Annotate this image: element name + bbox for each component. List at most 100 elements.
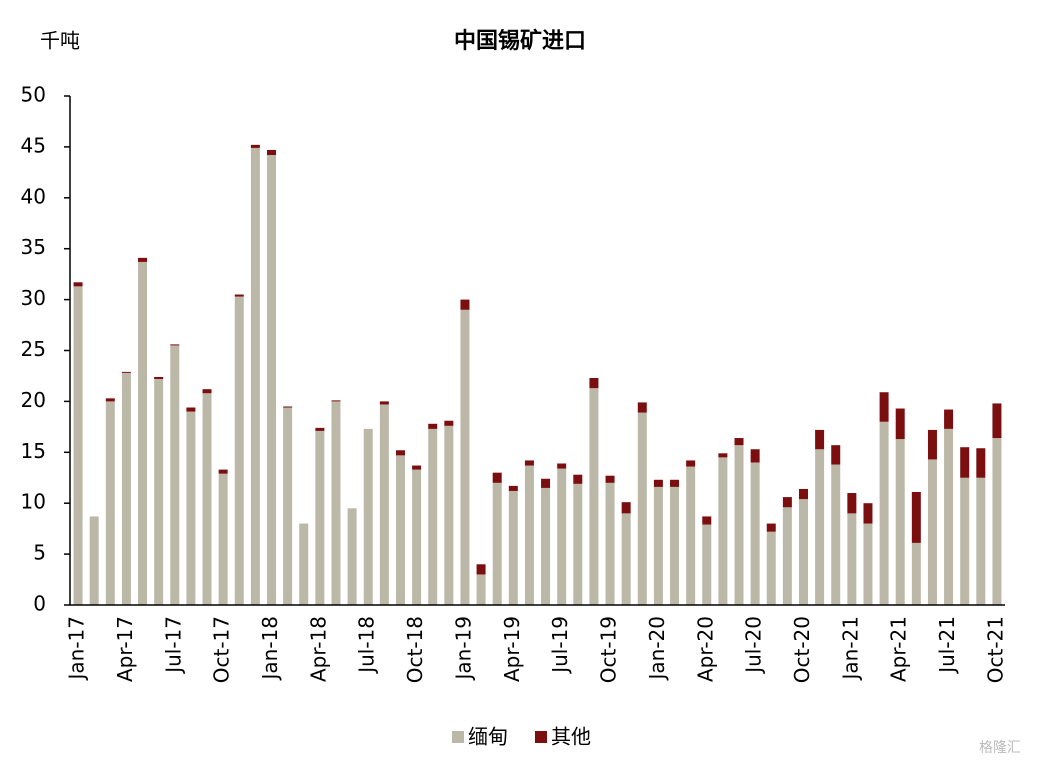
y-tick-label: 30 bbox=[21, 286, 46, 310]
bar-segment bbox=[202, 389, 212, 394]
x-tick-label: Jul-19 bbox=[548, 616, 572, 675]
bar-segment bbox=[702, 516, 712, 525]
bar-segment bbox=[170, 345, 180, 605]
x-tick-label: Jul-20 bbox=[742, 616, 766, 675]
bar-segment bbox=[557, 468, 567, 605]
bar-segment bbox=[250, 144, 260, 148]
bar-segment bbox=[476, 574, 486, 605]
bar-segment bbox=[782, 497, 792, 508]
bar-segment bbox=[121, 372, 131, 605]
bar-segment bbox=[573, 474, 583, 484]
bar-segment bbox=[492, 472, 502, 483]
bar-segment bbox=[976, 477, 986, 605]
y-tick-label: 0 bbox=[33, 592, 46, 616]
bar-segment bbox=[718, 457, 728, 605]
y-tick-label: 20 bbox=[21, 388, 46, 412]
bar-segment bbox=[186, 411, 196, 605]
bar-segment bbox=[283, 406, 293, 408]
bar-segment bbox=[524, 465, 534, 605]
bar-segment bbox=[863, 503, 873, 524]
bar-segment bbox=[895, 439, 905, 605]
bar-segment bbox=[621, 513, 631, 605]
bar-segment bbox=[847, 513, 857, 605]
bar-segment bbox=[395, 455, 405, 605]
y-tick-label: 15 bbox=[21, 439, 46, 463]
y-tick-label: 25 bbox=[21, 337, 46, 361]
bar-segment bbox=[927, 459, 937, 605]
bar-segment bbox=[331, 401, 341, 605]
y-axis-label: 千吨 bbox=[40, 29, 80, 53]
bar-segment bbox=[89, 516, 99, 605]
bar-segment bbox=[670, 486, 680, 605]
bar-segment bbox=[379, 401, 389, 405]
bar-segment bbox=[976, 448, 986, 478]
bar-segment bbox=[831, 445, 841, 465]
y-tick-label: 45 bbox=[21, 133, 46, 157]
bar-segment bbox=[444, 425, 454, 605]
bar-segment bbox=[154, 376, 164, 380]
bar-segment bbox=[944, 409, 954, 429]
x-tick-label: Oct-18 bbox=[403, 616, 427, 683]
watermark: 格隆汇 bbox=[979, 740, 1021, 756]
bar-segment bbox=[831, 464, 841, 605]
bar-segment bbox=[734, 445, 744, 605]
bar-segment bbox=[637, 402, 647, 413]
bar-segment bbox=[186, 407, 196, 412]
bar-segment bbox=[476, 564, 486, 575]
bar-segment bbox=[686, 466, 696, 605]
bar-segment bbox=[992, 403, 1002, 439]
bar-segment bbox=[992, 438, 1002, 605]
bar-segment bbox=[234, 294, 244, 297]
bar-segment bbox=[653, 486, 663, 605]
legend-swatch bbox=[535, 731, 547, 743]
x-tick-label: Jul-17 bbox=[161, 616, 185, 675]
bar-segment bbox=[541, 487, 551, 605]
bar-segment bbox=[347, 508, 357, 605]
legend-swatch bbox=[452, 731, 464, 743]
bar-segment bbox=[138, 261, 148, 605]
bar-segment bbox=[621, 502, 631, 514]
bar-segment bbox=[73, 282, 83, 287]
bar-segment bbox=[944, 428, 954, 605]
bar-segment bbox=[412, 465, 422, 470]
bar-segment bbox=[637, 412, 647, 605]
bar-segment bbox=[766, 523, 776, 532]
bar-segment bbox=[121, 371, 131, 373]
bar-segment bbox=[138, 257, 148, 262]
bar-segment bbox=[363, 428, 373, 605]
x-tick-label: Oct-19 bbox=[597, 616, 621, 683]
bar-segment bbox=[653, 479, 663, 487]
bar-segment bbox=[379, 404, 389, 605]
bar-segment bbox=[750, 449, 760, 463]
bar-segment bbox=[702, 524, 712, 605]
x-tick-label: Oct-17 bbox=[210, 616, 234, 683]
bar-segment bbox=[911, 542, 921, 605]
y-tick-label: 10 bbox=[21, 490, 46, 514]
legend-label: 其他 bbox=[551, 725, 591, 749]
bar-segment bbox=[267, 155, 277, 605]
bar-segment bbox=[105, 401, 115, 605]
x-tick-label: Apr-21 bbox=[887, 616, 911, 682]
x-tick-label: Jan-19 bbox=[451, 616, 475, 682]
x-tick-label: Apr-17 bbox=[113, 616, 137, 682]
y-tick-label: 50 bbox=[21, 83, 46, 107]
bar-segment bbox=[508, 485, 518, 491]
bar-segment bbox=[815, 449, 825, 605]
bar-segment bbox=[395, 450, 405, 456]
bar-segment bbox=[815, 429, 825, 450]
x-tick-label: Jan-20 bbox=[645, 616, 669, 682]
bar-segment bbox=[798, 488, 808, 500]
bar-segment bbox=[460, 299, 470, 310]
x-tick-label: Jan-17 bbox=[65, 616, 89, 682]
bar-segment bbox=[428, 428, 438, 605]
y-tick-label: 5 bbox=[33, 541, 46, 565]
bar-segment bbox=[250, 147, 260, 605]
bar-segment bbox=[670, 479, 680, 487]
bar-segment bbox=[541, 478, 551, 488]
bar-segment bbox=[895, 408, 905, 440]
chart-title: 中国锡矿进口 bbox=[454, 28, 586, 54]
bar-segment bbox=[847, 493, 857, 514]
bar-segment bbox=[589, 388, 599, 605]
x-tick-label: Jan-18 bbox=[258, 616, 282, 682]
